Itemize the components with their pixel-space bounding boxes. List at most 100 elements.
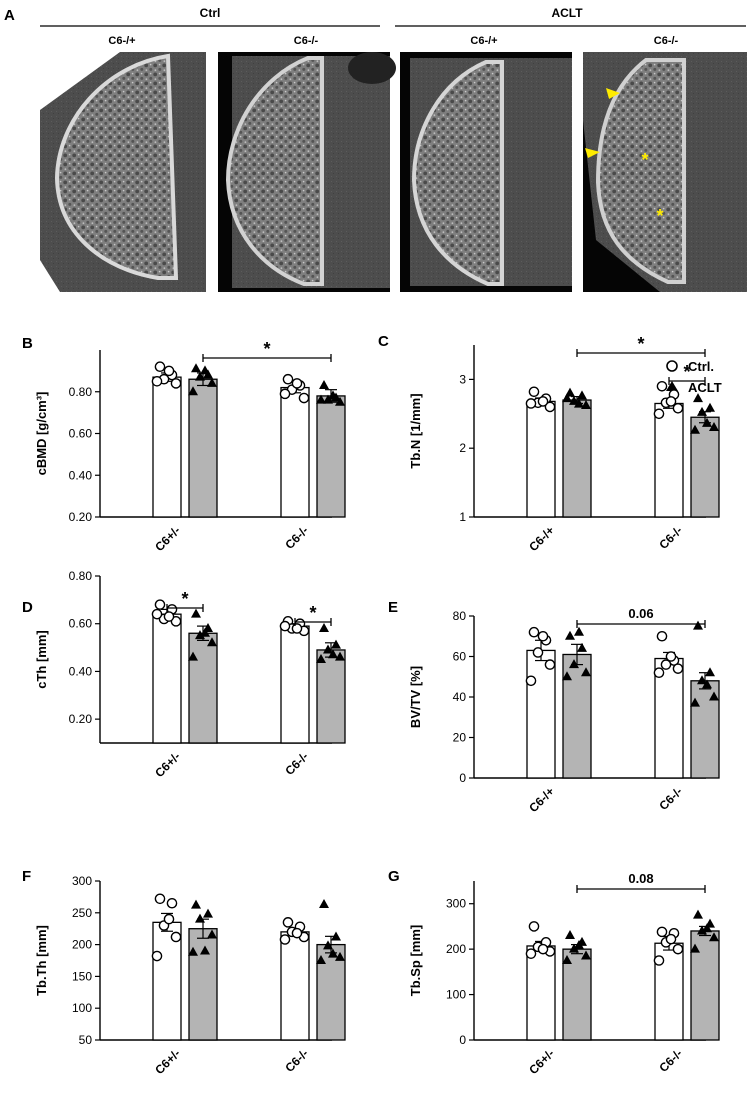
data-point-ctrl — [528, 626, 540, 638]
data-point-ctrl — [672, 943, 684, 955]
y-tick-label: 100 — [446, 988, 466, 1002]
x-tick-label: C6+/- — [152, 523, 183, 554]
data-point-aclt — [328, 649, 338, 659]
data-point-aclt — [690, 424, 700, 434]
x-tick-label: C6-/- — [656, 784, 685, 813]
data-point-aclt — [697, 925, 707, 935]
bar-aclt-1 — [316, 649, 346, 744]
data-point-aclt — [331, 931, 341, 941]
data-point-aclt — [200, 365, 210, 375]
data-point-ctrl — [532, 647, 544, 658]
data-point-ctrl — [660, 659, 672, 670]
x-tick-label: C6-/- — [282, 523, 311, 552]
chart-panel-f: F 50 100 150 200 250 300 Tb.Th [mm] C6+/- C6-/- — [22, 868, 346, 1077]
x-tick-label: C6+/- — [526, 1046, 557, 1077]
data-point-ctrl — [291, 378, 303, 389]
arrowhead-marker-1 — [606, 88, 620, 99]
chart-panel-d: D 0.20 0.40 0.60 0.80 cTh [mm] C6+/- C6-/- * * — [22, 569, 346, 780]
data-point-ctrl — [279, 620, 291, 632]
y-tick-label: 50 — [79, 1033, 93, 1047]
y-tick-label: 300 — [72, 874, 92, 888]
data-point-aclt — [693, 620, 703, 630]
bar-ctrl-0 — [152, 613, 182, 744]
data-point-aclt — [693, 909, 703, 919]
data-point-aclt — [191, 899, 201, 909]
data-point-aclt — [705, 402, 715, 412]
y-tick-label: 0 — [459, 771, 466, 785]
y-tick-label: 300 — [446, 897, 466, 911]
data-point-aclt — [581, 950, 591, 960]
data-point-aclt — [562, 955, 572, 964]
data-point-ctrl — [170, 616, 182, 627]
x-tick-label: C6-/+ — [526, 784, 557, 815]
data-point-aclt — [335, 651, 345, 661]
significance-label: * — [263, 339, 270, 359]
data-point-aclt — [577, 642, 587, 652]
data-point-ctrl — [537, 630, 549, 642]
data-point-ctrl — [665, 933, 677, 945]
data-point-aclt — [709, 691, 719, 701]
data-point-aclt — [200, 627, 210, 637]
data-point-aclt — [323, 940, 333, 950]
y-axis-label: BV/TV [%] — [408, 666, 423, 728]
data-point-ctrl — [537, 943, 549, 955]
data-point-ctrl — [170, 931, 182, 943]
data-point-aclt — [188, 946, 198, 956]
y-tick-label: 200 — [446, 942, 466, 956]
y-tick-label: 80 — [453, 609, 467, 623]
data-point-aclt — [316, 394, 326, 404]
data-point-aclt — [328, 948, 338, 958]
y-tick-label: 0 — [459, 1033, 466, 1047]
data-point-aclt — [562, 393, 572, 403]
data-point-aclt — [328, 390, 338, 400]
data-point-ctrl — [653, 408, 665, 420]
asterisk-marker-1: * — [641, 150, 648, 170]
data-point-aclt — [693, 393, 703, 403]
panel-letter: G — [388, 868, 400, 885]
bar-ctrl-1 — [654, 942, 684, 1041]
panel-a: A Ctrl ACLT C6-/+ C6-/- C6-/+ C6-/- — [4, 6, 747, 292]
data-point-ctrl — [291, 623, 303, 634]
bar-ctrl-1 — [654, 657, 684, 779]
data-point-aclt — [690, 697, 700, 707]
significance-label: * — [637, 334, 644, 354]
y-tick-label: 3 — [459, 372, 466, 386]
data-point-ctrl — [544, 401, 556, 413]
y-tick-label: 0.60 — [69, 617, 93, 631]
data-point-ctrl — [154, 361, 166, 373]
y-tick-label: 20 — [453, 731, 467, 745]
bar-aclt-1 — [316, 395, 346, 518]
data-point-aclt — [316, 955, 326, 964]
y-tick-label: 1 — [459, 510, 466, 524]
data-point-ctrl — [525, 675, 537, 687]
bar-ctrl-1 — [280, 386, 310, 518]
data-point-ctrl — [672, 402, 684, 414]
y-tick-label: 60 — [453, 650, 467, 664]
bar-ctrl-1 — [654, 402, 684, 518]
data-point-ctrl — [298, 392, 310, 404]
data-point-ctrl — [656, 380, 668, 392]
bar-aclt-0 — [188, 632, 218, 744]
data-point-aclt — [565, 930, 575, 940]
panel-letter: D — [22, 599, 33, 616]
bar-ctrl-1 — [280, 625, 310, 744]
panel-letter: B — [22, 335, 33, 352]
x-tick-label: C6-/- — [656, 1046, 685, 1075]
data-point-aclt — [319, 622, 329, 632]
bar-ctrl-0 — [526, 649, 556, 779]
data-point-aclt — [195, 371, 205, 381]
data-point-ctrl — [151, 376, 163, 387]
data-point-ctrl — [537, 396, 549, 407]
data-point-aclt — [323, 394, 333, 404]
data-point-aclt — [200, 945, 210, 955]
y-tick-label: 2 — [459, 441, 466, 455]
x-tick-label: C6-/- — [656, 523, 685, 552]
data-point-aclt — [702, 417, 712, 427]
column-label-ctrl-ko: C6-/- — [294, 35, 319, 47]
data-point-ctrl — [170, 378, 182, 389]
data-point-aclt — [565, 630, 575, 640]
data-point-aclt — [203, 908, 213, 918]
microct-image-ctrl-het — [40, 52, 206, 292]
data-point-ctrl — [154, 599, 166, 610]
bar-aclt-0 — [188, 378, 218, 518]
